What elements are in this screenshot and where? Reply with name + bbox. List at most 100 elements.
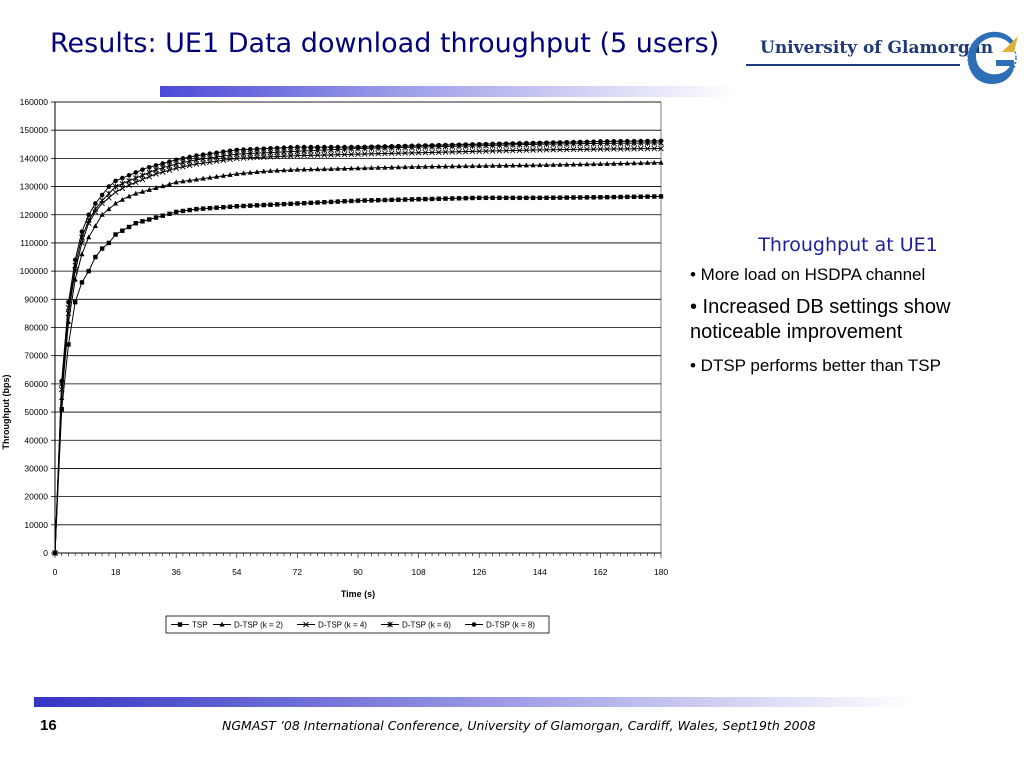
title-underline-bar — [160, 86, 740, 97]
data-point — [173, 179, 179, 185]
data-point — [503, 195, 509, 201]
legend-label: D-TSP (k = 4) — [318, 621, 367, 630]
footer-bar — [34, 697, 914, 707]
data-point — [463, 142, 469, 147]
data-point — [416, 197, 421, 202]
y-tick-label: 130000 — [20, 182, 49, 192]
data-point — [388, 150, 395, 157]
data-point — [516, 147, 523, 154]
data-point — [517, 141, 522, 146]
data-point — [375, 150, 382, 157]
data-point — [442, 149, 449, 155]
data-point — [328, 199, 334, 205]
y-tick-label: 110000 — [20, 238, 48, 248]
side-heading: Throughput at UE1 — [758, 234, 938, 256]
data-point — [618, 138, 623, 144]
data-point — [355, 144, 361, 150]
data-point — [126, 193, 132, 199]
data-point — [126, 172, 132, 178]
data-point — [66, 342, 71, 347]
data-point — [483, 163, 489, 168]
x-tick-label: 180 — [654, 567, 668, 577]
data-point — [489, 148, 496, 154]
data-point — [604, 194, 610, 200]
data-point — [348, 144, 354, 150]
data-point — [402, 197, 408, 202]
data-point — [187, 177, 193, 183]
data-point — [624, 160, 630, 166]
data-point — [287, 153, 294, 159]
data-point — [577, 161, 583, 167]
data-point — [261, 168, 267, 174]
data-point — [328, 166, 334, 171]
data-point — [314, 152, 321, 158]
data-point — [254, 203, 260, 208]
data-point — [382, 150, 388, 157]
data-point — [213, 158, 220, 165]
data-point — [207, 174, 213, 180]
data-point — [503, 162, 509, 168]
data-point — [524, 195, 529, 201]
data-point — [651, 138, 657, 144]
data-point — [395, 164, 401, 170]
data-point — [153, 185, 159, 190]
data-point — [429, 143, 435, 148]
data-point — [551, 195, 556, 200]
data-point — [557, 161, 563, 167]
data-point — [490, 162, 496, 168]
data-point — [449, 163, 455, 169]
data-point — [530, 162, 536, 168]
data-point — [308, 152, 314, 159]
data-point — [409, 164, 415, 169]
data-point — [186, 162, 193, 169]
data-point — [59, 378, 65, 384]
data-point — [180, 208, 186, 214]
legend-label: D-TSP (k = 8) — [486, 621, 535, 630]
data-point — [510, 195, 516, 201]
series-5 — [52, 138, 664, 556]
data-point — [295, 201, 300, 206]
y-tick-label: 90000 — [24, 294, 48, 304]
data-point — [288, 201, 293, 206]
data-point — [591, 161, 597, 167]
data-point — [227, 156, 233, 163]
x-tick-label: 144 — [533, 567, 547, 577]
data-point — [591, 139, 596, 144]
data-point — [618, 194, 623, 200]
data-point — [132, 175, 139, 182]
data-point — [644, 145, 651, 152]
legend-entry: D-TSP (k = 6) — [381, 621, 451, 630]
data-point — [631, 145, 637, 152]
data-point — [194, 153, 199, 158]
data-point — [301, 152, 307, 159]
data-point — [66, 299, 71, 305]
data-point — [483, 148, 489, 154]
data-point — [564, 161, 570, 167]
y-tick-label: 60000 — [24, 379, 48, 389]
data-point — [234, 204, 239, 209]
data-point — [415, 149, 422, 156]
data-point — [543, 147, 550, 153]
data-point — [112, 189, 119, 196]
data-point — [423, 143, 428, 148]
data-point — [119, 180, 126, 187]
data-point — [402, 143, 408, 149]
x-tick-label: 0 — [53, 567, 58, 577]
data-point — [369, 144, 374, 150]
data-point — [220, 172, 226, 178]
data-point — [254, 154, 260, 161]
data-point — [483, 141, 489, 147]
legend-entry: D-TSP (k = 8) — [465, 621, 535, 630]
y-tick-label: 140000 — [20, 153, 49, 163]
data-point — [153, 215, 159, 220]
data-point — [227, 204, 233, 209]
data-point — [288, 145, 293, 150]
data-point — [120, 175, 125, 181]
data-point — [193, 161, 200, 167]
data-point — [611, 146, 617, 152]
data-point — [476, 141, 482, 147]
data-point — [396, 143, 401, 149]
legend-box — [165, 615, 550, 634]
data-point — [517, 195, 522, 201]
data-point — [99, 246, 105, 251]
